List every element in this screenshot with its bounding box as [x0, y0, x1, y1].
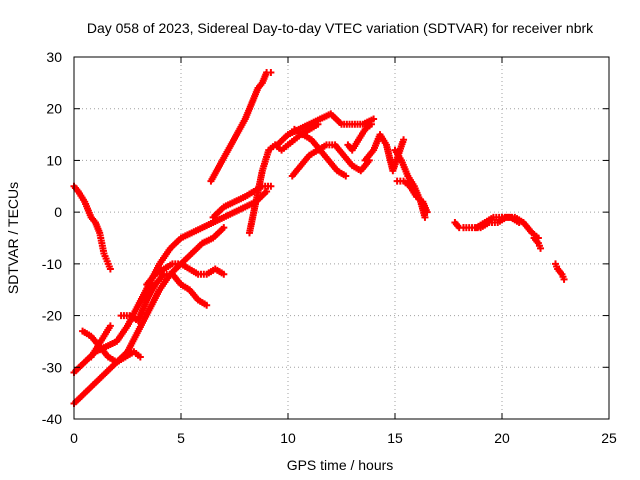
series-arc-5	[87, 322, 114, 361]
data-point	[423, 208, 431, 216]
series-arc-22	[552, 260, 568, 283]
y-tick-label: 20	[46, 101, 62, 117]
y-tick-label: -30	[42, 359, 62, 375]
x-axis-label: GPS time / hours	[287, 457, 394, 473]
y-tick-label: 10	[46, 152, 62, 168]
series-arc-14	[344, 120, 375, 154]
x-tick-label: 20	[494, 430, 510, 446]
data-point	[370, 115, 378, 123]
axis-ticks: 0 5 10 15 20 25 -40 -30 -20 -10 0 10 20 30	[42, 49, 617, 446]
data-point	[106, 265, 114, 273]
x-tick-label: 5	[177, 430, 185, 446]
x-tick-label: 10	[280, 430, 296, 446]
series-arc-17	[393, 177, 431, 216]
series-arc-18	[451, 218, 467, 232]
data-point	[136, 353, 144, 361]
chart-title: Day 058 of 2023, Sidereal Day-to-day VTE…	[87, 20, 594, 36]
data-point	[220, 270, 228, 278]
series-arc-21	[530, 234, 545, 252]
data-point	[267, 182, 275, 190]
x-tick-label: 0	[70, 430, 78, 446]
data-point	[220, 224, 228, 232]
y-tick-label: 0	[54, 204, 62, 220]
series-arc-9	[207, 69, 275, 185]
y-tick-label: -40	[42, 411, 62, 427]
data-points	[70, 69, 568, 407]
x-tick-label: 15	[387, 430, 403, 446]
series-arc-20	[472, 213, 523, 232]
data-point	[263, 187, 271, 195]
series-arc-4	[79, 327, 144, 366]
plot-frame	[73, 56, 610, 420]
y-tick-label: 30	[46, 49, 62, 65]
data-point	[515, 218, 523, 226]
data-point	[421, 213, 429, 221]
y-tick-label: -20	[42, 308, 62, 324]
data-point	[342, 172, 350, 180]
data-point	[267, 69, 275, 77]
series-arc-7	[143, 260, 228, 289]
data-point	[400, 136, 408, 144]
series-arc-15	[361, 131, 408, 175]
series-arc-1	[70, 182, 114, 273]
series-arc-8	[209, 182, 275, 221]
data-point	[367, 120, 375, 128]
grid-layer	[74, 57, 609, 419]
x-tick-label: 25	[601, 430, 617, 446]
data-point	[106, 322, 114, 330]
data-point	[560, 275, 568, 283]
series-arc-6	[117, 270, 211, 325]
data-point	[203, 301, 211, 309]
series-arc-13	[288, 141, 373, 180]
data-point	[537, 244, 545, 252]
y-axis-label: SDTVAR / TECUs	[5, 182, 21, 294]
y-tick-label: -10	[42, 256, 62, 272]
